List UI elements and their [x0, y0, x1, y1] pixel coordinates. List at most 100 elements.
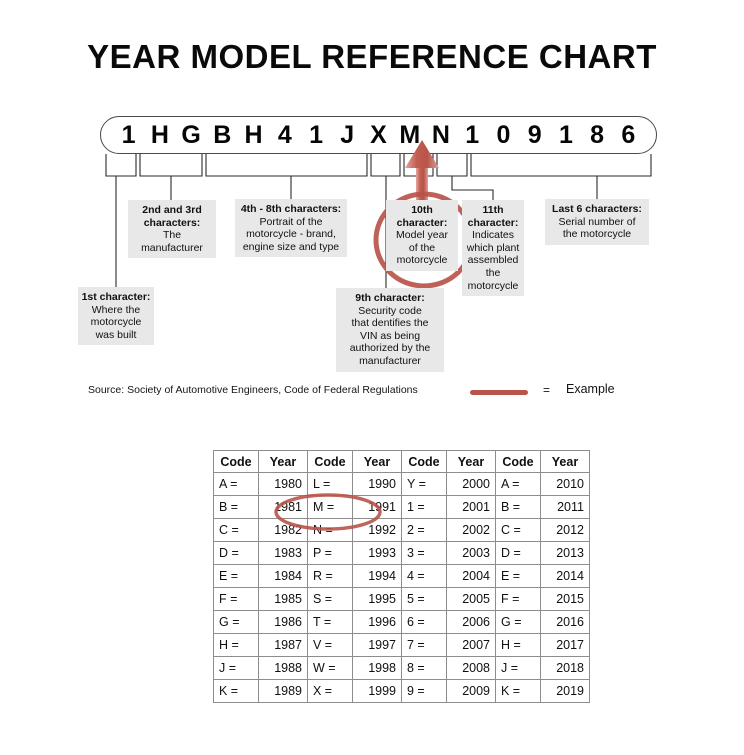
code-cell: L = — [307, 472, 353, 496]
year-cell: 1981 — [258, 495, 308, 519]
callout-first-character: 1st character: Where the motorcycle was … — [78, 287, 154, 346]
callout-line: motorcycle — [90, 316, 142, 329]
code-cell: X = — [307, 679, 353, 703]
vin-character-15: 1 — [558, 120, 573, 149]
callout-line: of the — [408, 241, 436, 254]
table-column-header-7: Code — [495, 450, 541, 473]
code-cell: W = — [307, 656, 353, 680]
callout-line: was built — [95, 328, 137, 341]
code-cell: 8 = — [401, 656, 447, 680]
year-code-table-wrapper: Code Year Code Year Code Year Code Year A = 1980… — [213, 450, 590, 703]
callout-fourth-eighth-characters: 4th - 8th characters: Portrait of the mo… — [235, 199, 347, 258]
year-cell: 1999 — [352, 679, 402, 703]
code-cell: 6 = — [401, 610, 447, 634]
callout-second-third-characters: 2nd and 3rd characters: The manufacturer — [128, 200, 216, 259]
callout-title: 11th character: — [467, 204, 519, 229]
year-cell: 2014 — [540, 564, 590, 588]
year-cell: 1991 — [352, 495, 402, 519]
code-cell: D = — [213, 541, 259, 565]
callout-ninth-character: 9th character: Security code that dentif… — [336, 288, 444, 372]
year-cell: 2013 — [540, 541, 590, 565]
year-cell: 1980 — [258, 472, 308, 496]
vin-character-5: H — [244, 120, 263, 149]
year-cell: 2010 — [540, 472, 590, 496]
code-cell: E = — [495, 564, 541, 588]
code-cell: 4 = — [401, 564, 447, 588]
callout-line: authorized by the — [349, 342, 431, 355]
vin-character-14: 9 — [527, 120, 542, 149]
callout-line: assembled — [467, 254, 519, 267]
code-cell: Y = — [401, 472, 447, 496]
callout-line: Where the — [91, 303, 141, 316]
callout-line: manufacturer — [359, 354, 421, 367]
code-cell: F = — [213, 587, 259, 611]
vin-character-8: J — [340, 120, 355, 149]
year-cell: 1982 — [258, 518, 308, 542]
code-cell: 5 = — [401, 587, 447, 611]
code-cell: G = — [495, 610, 541, 634]
table-column-header-4: Year — [352, 450, 402, 473]
code-cell: F = — [495, 587, 541, 611]
table-column-header-1: Code — [213, 450, 259, 473]
table-row: G = 1986 T = 1996 6 = 2006 G = 2016 — [213, 610, 590, 634]
year-cell: 2003 — [446, 541, 496, 565]
code-cell: N = — [307, 518, 353, 542]
callout-line: which plant — [466, 241, 520, 254]
vin-character-17: 6 — [621, 120, 636, 149]
year-cell: 2018 — [540, 656, 590, 680]
code-cell: E = — [213, 564, 259, 588]
code-cell: K = — [213, 679, 259, 703]
table-column-header-2: Year — [258, 450, 308, 473]
callout-title: 4th - 8th characters: — [240, 203, 342, 215]
year-cell: 2009 — [446, 679, 496, 703]
table-row: H = 1987 V = 1997 7 = 2007 H = 2017 — [213, 633, 590, 657]
year-cell: 2004 — [446, 564, 496, 588]
code-cell: B = — [213, 495, 259, 519]
year-cell: 1995 — [352, 587, 402, 611]
code-cell: H = — [495, 633, 541, 657]
callout-title: 9th character: — [355, 292, 425, 304]
year-cell: 1998 — [352, 656, 402, 680]
code-cell: J = — [495, 656, 541, 680]
code-cell: A = — [213, 472, 259, 496]
vin-character-10: M — [399, 120, 421, 149]
table-row: D = 1983 P = 1993 3 = 2003 D = 2013 — [213, 541, 590, 565]
vin-character-12: 1 — [465, 120, 480, 149]
code-cell: 3 = — [401, 541, 447, 565]
callout-line: motorcycle — [396, 254, 448, 267]
year-cell: 1997 — [352, 633, 402, 657]
table-column-header-5: Code — [401, 450, 447, 473]
year-cell: 2005 — [446, 587, 496, 611]
year-cell: 1985 — [258, 587, 308, 611]
code-cell: H = — [213, 633, 259, 657]
year-cell: 1989 — [258, 679, 308, 703]
callout-title: 2nd and 3rd characters: — [142, 204, 202, 229]
callout-title: 1st character: — [81, 291, 151, 303]
vin-character-7: 1 — [309, 120, 323, 149]
code-cell: A = — [495, 472, 541, 496]
code-cell: M = — [307, 495, 353, 519]
code-cell: C = — [213, 518, 259, 542]
table-row: C = 1982 N = 1992 2 = 2002 C = 2012 — [213, 518, 590, 542]
table-header-row: Code Year Code Year Code Year Code Year — [213, 450, 590, 473]
year-cell: 2002 — [446, 518, 496, 542]
callout-line: manufacturer — [141, 241, 203, 254]
callout-line: Serial number of — [558, 215, 636, 228]
table-column-header-3: Code — [307, 450, 353, 473]
page-title: YEAR MODEL REFERENCE CHART — [87, 38, 657, 75]
legend-label: Example — [566, 382, 615, 396]
code-cell: V = — [307, 633, 353, 657]
callout-line: Model year — [396, 229, 448, 242]
callout-eleventh-character: 11th character: Indicates which plant as… — [462, 200, 524, 297]
vin-character-11: N — [431, 120, 450, 149]
code-cell: K = — [495, 679, 541, 703]
code-cell: P = — [307, 541, 353, 565]
table-row: J = 1988 W = 1998 8 = 2008 J = 2018 — [213, 656, 590, 680]
table-row: B = 1981 M = 1991 1 = 2001 B = 2011 — [213, 495, 590, 519]
vin-character-9: X — [370, 120, 387, 149]
year-cell: 2017 — [540, 633, 590, 657]
vin-character-6: 4 — [277, 120, 292, 149]
code-cell: 2 = — [401, 518, 447, 542]
callout-last-six-characters: Last 6 characters: Serial number of the … — [545, 199, 649, 245]
